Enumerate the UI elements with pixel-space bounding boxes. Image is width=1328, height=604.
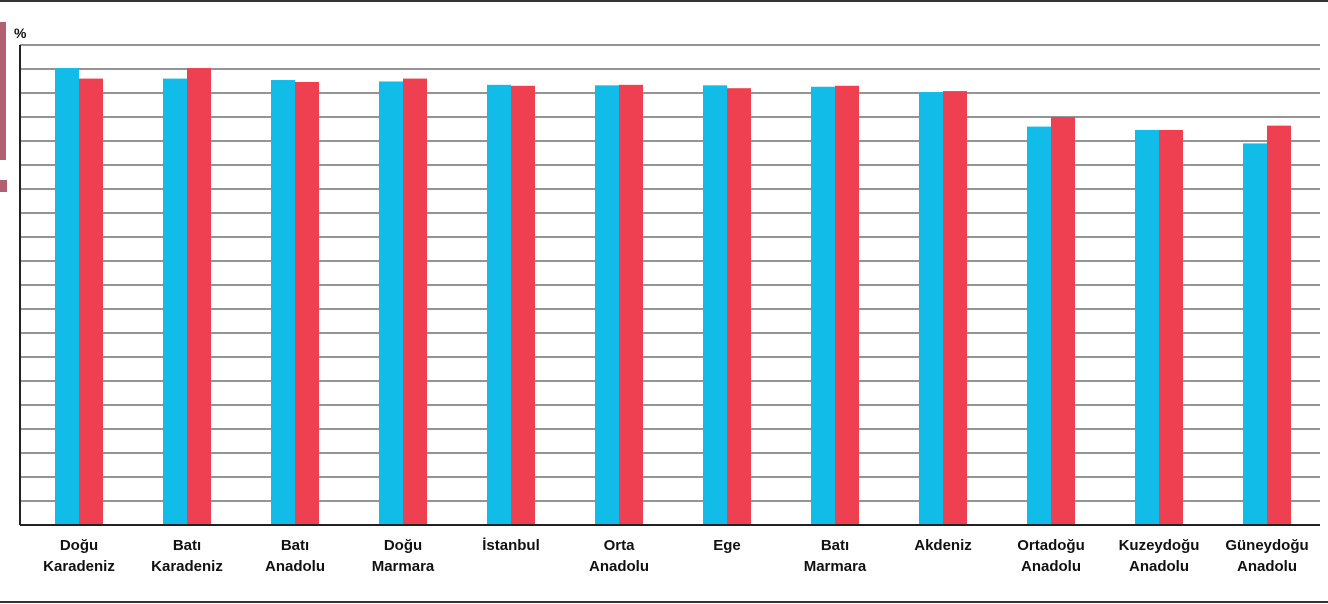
frame-top-border [0,0,1328,2]
bar-cyan-5 [595,85,619,525]
bar-red-11 [1267,125,1291,525]
x-tick-label-line: Karadeniz [43,558,115,575]
bar-red-6 [727,88,751,525]
x-tick-label-line: Doğu [384,537,422,554]
bar-red-4 [511,85,535,526]
x-tick-label: Batı Anadolu [265,537,325,575]
x-tick-label-line: Ortadoğu [1017,537,1085,554]
bar-cyan-4 [487,84,511,525]
gridlines [20,44,1320,502]
bars [55,68,1291,526]
bar-cyan-6 [703,85,727,525]
x-tick-label: Batı Karadeniz [151,537,223,575]
x-tick-label: Akdeniz [914,537,972,554]
bar-cyan-8 [919,92,943,525]
x-tick-label: İstanbul [482,537,540,554]
bar-cyan-0 [55,68,79,525]
x-tick-labels: Doğu Karadeniz Batı Karadeniz Batı Anadolu Doğ… [43,537,1309,575]
y-axis-unit-label: % [14,25,27,41]
decorative-side-bar [0,22,6,160]
x-tick-label-line: İstanbul [482,537,540,554]
x-tick-label-line: Anadolu [265,558,325,575]
x-tick-label-line: Kuzeydoğu [1119,537,1200,554]
x-tick-label-line: Batı [281,537,309,554]
bar-red-7 [835,85,859,526]
bar-red-9 [1051,117,1075,525]
x-tick-label-line: Marmara [372,558,435,575]
x-tick-label: Batı Marmara [804,537,867,575]
x-tick-label: Orta Anadolu [589,537,649,575]
bar-red-0 [79,78,103,525]
x-tick-label: Ege [713,537,741,554]
x-tick-label-line: Karadeniz [151,558,223,575]
bar-cyan-11 [1243,143,1267,525]
x-tick-label-line: Orta [604,537,636,554]
x-tick-label-line: Anadolu [1129,558,1189,575]
bar-cyan-9 [1027,126,1051,525]
x-tick-label: Doğu Marmara [372,537,435,575]
bar-cyan-3 [379,81,403,525]
bar-red-3 [403,78,427,525]
x-tick-label-line: Batı [173,537,201,554]
x-tick-label: Doğu Karadeniz [43,537,115,575]
bar-red-2 [295,81,319,526]
x-tick-label-line: Ege [713,537,741,554]
bar-red-1 [187,68,211,525]
x-tick-label-line: Anadolu [589,558,649,575]
decorative-side-mark [0,180,7,192]
bar-red-10 [1159,129,1183,525]
x-tick-label: Güneydoğu Anadolu [1225,537,1308,575]
bar-red-5 [619,84,643,525]
x-tick-label-line: Doğu [60,537,98,554]
x-tick-label-line: Batı [821,537,849,554]
x-tick-label-line: Marmara [804,558,867,575]
bar-cyan-2 [271,80,295,525]
x-tick-label: Kuzeydoğu Anadolu [1119,537,1200,575]
x-tick-label-line: Anadolu [1237,558,1297,575]
x-tick-label-line: Akdeniz [914,537,972,554]
x-tick-label-line: Anadolu [1021,558,1081,575]
x-tick-label-line: Güneydoğu [1225,537,1308,554]
bar-red-8 [943,91,967,525]
x-tick-label: Ortadoğu Anadolu [1017,537,1085,575]
bar-cyan-10 [1135,129,1159,525]
bar-cyan-1 [163,78,187,525]
frame-bottom-border [0,601,1328,603]
bar-cyan-7 [811,86,835,525]
